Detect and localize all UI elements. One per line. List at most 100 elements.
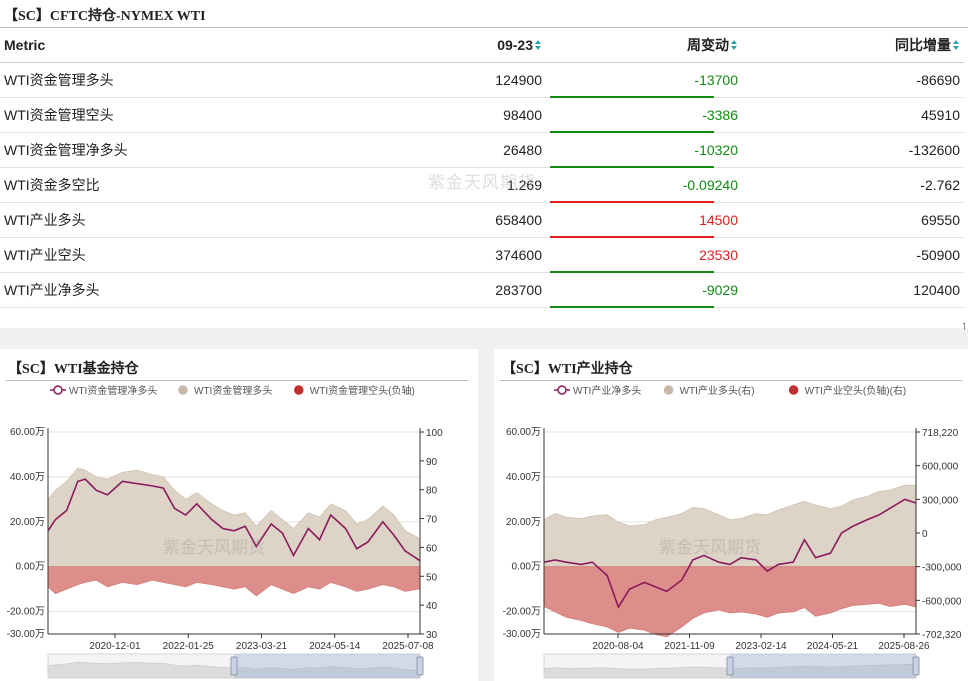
fund-position-chart-panel: WTI资金管理净多头 WTI资金管理多头 WTI资金管理空头(负轴) 60.00万 40… <box>0 349 478 681</box>
y-axis-tick-label: 40.00万 <box>506 472 541 483</box>
gross-long-area <box>47 467 421 568</box>
sort-icon[interactable] <box>730 39 738 51</box>
yoy-value: 69550 <box>742 202 964 238</box>
y-axis-tick-label: -30.00万 <box>503 629 541 640</box>
data-zoom-slider[interactable] <box>47 653 424 679</box>
table-panel-title: 【SC】CFTC持仓-NYMEX WTI <box>4 9 206 24</box>
legend-item[interactable]: WTI资金管理空头(负轴) <box>294 384 415 397</box>
table-row: WTI产业多头 658400 14500 69550 <box>0 202 964 238</box>
change-underline <box>550 305 714 308</box>
sort-icon[interactable] <box>534 39 542 51</box>
fund-position-chart[interactable]: WTI资金管理净多头 WTI资金管理多头 WTI资金管理空头(负轴) 60.00万 40… <box>0 349 478 681</box>
right-axis-tick-label: 30 <box>426 630 438 641</box>
legend-marker-icon <box>178 385 188 395</box>
data-zoom-slider[interactable] <box>543 653 920 679</box>
table-row: WTI资金多空比 1.269 -0.09240 -2.762 <box>0 167 964 203</box>
column-header-yoy[interactable]: 同比增量 <box>742 28 964 63</box>
right-axis-tick-label: 80 <box>426 486 438 497</box>
legend-marker-icon <box>557 385 567 395</box>
legend-item[interactable]: WTI产业空头(负轴)(右) <box>788 384 907 397</box>
zoom-handle-icon[interactable] <box>912 656 920 676</box>
metric-name: WTI产业多头 <box>0 202 380 238</box>
short-negative-area <box>543 566 917 638</box>
table-row: WTI产业空头 374600 23530 -50900 <box>0 237 964 273</box>
metric-name: WTI资金多空比 <box>0 167 380 203</box>
title-divider <box>6 380 468 381</box>
right-axis-tick-label: 718,220 <box>922 428 959 439</box>
right-axis-tick-label: -600,000 <box>922 596 962 607</box>
chart-watermark: 紫金天风期货 <box>163 538 265 557</box>
industry-position-chart-panel: WTI产业净多头 WTI产业多头(右) WTI产业空头(负轴)(右) 60.00万 40… <box>494 349 968 681</box>
yoy-value: 45910 <box>742 97 964 133</box>
yoy-value: -132600 <box>742 132 964 168</box>
x-axis-tick-label: 2025-08-26 <box>878 641 930 652</box>
zoom-handle-icon[interactable] <box>230 656 238 676</box>
zoom-handle-icon[interactable] <box>416 656 424 676</box>
weekly-change-cell: -13700 <box>546 62 742 98</box>
legend-marker-icon <box>788 385 799 395</box>
gross-long-area <box>543 484 917 568</box>
metric-name: WTI资金管理净多头 <box>0 132 380 168</box>
legend-item[interactable]: WTI产业净多头 <box>554 384 641 397</box>
zoom-selection[interactable] <box>234 654 420 678</box>
chart-legend[interactable]: WTI资金管理净多头 WTI资金管理多头 WTI资金管理空头(负轴) <box>50 384 415 397</box>
right-axis-tick-label: 40 <box>426 601 438 612</box>
legend-label: WTI产业空头(负轴)(右) <box>805 384 907 397</box>
right-axis-tick-label: 100 <box>426 428 443 439</box>
table-row: WTI资金管理多头 124900 -13700 -86690 <box>0 62 964 98</box>
right-axis-tick-label: 0 <box>922 529 928 540</box>
column-header-weekly-change[interactable]: 周变动 <box>546 28 742 63</box>
sort-icon[interactable] <box>952 39 960 51</box>
metric-name: WTI资金管理多头 <box>0 62 380 98</box>
cftc-table-panel: 【SC】CFTC持仓-NYMEX WTI Metric 09-23 周变动 同比… <box>0 0 968 333</box>
column-header-metric[interactable]: Metric <box>0 28 380 63</box>
y-axis-tick-label: 0.00万 <box>16 562 45 573</box>
cftc-metrics-table: Metric 09-23 周变动 同比增量 WTI资金管理多头 124900 -… <box>0 28 964 308</box>
y-axis-tick-label: 60.00万 <box>10 427 45 438</box>
metric-name: WTI产业净多头 <box>0 272 380 308</box>
metric-value: 283700 <box>380 272 546 308</box>
right-axis-tick-label: 70 <box>426 515 438 526</box>
metric-name: WTI资金管理空头 <box>0 97 380 133</box>
legend-marker-icon <box>53 385 63 395</box>
right-axis-tick-label: 60 <box>426 543 438 554</box>
chart-legend[interactable]: WTI产业净多头 WTI产业多头(右) WTI产业空头(负轴)(右) <box>554 384 906 397</box>
legend-marker-icon <box>663 385 674 395</box>
metric-value: 374600 <box>380 237 546 273</box>
y-axis-tick-label: -20.00万 <box>503 607 541 618</box>
x-axis-tick-label: 2023-02-14 <box>735 641 787 652</box>
short-negative-area <box>47 566 421 597</box>
net-long-line <box>47 478 421 562</box>
chart-watermark: 紫金天风期货 <box>659 538 761 557</box>
legend-label: WTI资金管理空头(负轴) <box>310 384 415 397</box>
y-axis-tick-label: 20.00万 <box>506 517 541 528</box>
weekly-change-cell: -3386 <box>546 97 742 133</box>
x-axis-tick-label: 2020-08-04 <box>592 641 644 652</box>
x-axis-tick-label: 2022-01-25 <box>163 641 215 652</box>
table-row: WTI产业净多头 283700 -9029 120400 <box>0 272 964 308</box>
column-header-date[interactable]: 09-23 <box>380 28 546 63</box>
weekly-change-cell: 23530 <box>546 237 742 273</box>
legend-label: WTI资金管理净多头 <box>69 384 157 397</box>
weekly-change-cell: -0.09240 <box>546 167 742 203</box>
metric-value: 658400 <box>380 202 546 238</box>
right-axis-tick-label: -300,000 <box>922 563 962 574</box>
legend-label: WTI产业多头(右) <box>680 384 755 397</box>
fund-chart-title: 【SC】WTI基金持仓 <box>8 362 139 377</box>
zoom-handle-icon[interactable] <box>726 656 734 676</box>
yoy-value: -86690 <box>742 62 964 98</box>
x-axis-tick-label: 2023-03-21 <box>236 641 288 652</box>
weekly-change-cell: -10320 <box>546 132 742 168</box>
industry-position-chart[interactable]: WTI产业净多头 WTI产业多头(右) WTI产业空头(负轴)(右) 60.00万 40… <box>494 349 968 681</box>
title-divider <box>0 27 968 28</box>
zoom-selection[interactable] <box>730 654 916 678</box>
legend-item[interactable]: WTI资金管理多头 <box>178 384 272 397</box>
x-axis-tick-label: 2024-05-14 <box>309 641 361 652</box>
scroll-corner-icon[interactable]: ˥ <box>962 322 966 333</box>
legend-item[interactable]: WTI产业多头(右) <box>663 384 755 397</box>
legend-item[interactable]: WTI资金管理净多头 <box>50 384 157 397</box>
yoy-value: -2.762 <box>742 167 964 203</box>
weekly-change-cell: -9029 <box>546 272 742 308</box>
y-axis-tick-label: 40.00万 <box>10 472 45 483</box>
metric-value: 98400 <box>380 97 546 133</box>
